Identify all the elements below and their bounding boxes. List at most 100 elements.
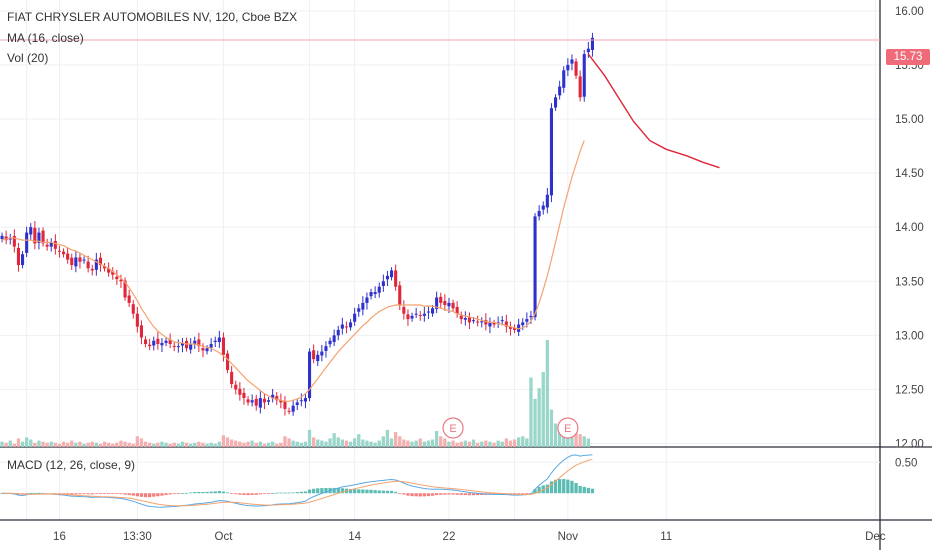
- earnings-label: E: [564, 423, 571, 435]
- candle-body: [107, 268, 111, 273]
- price-axis-label: 14.00: [895, 222, 924, 234]
- candle-body: [574, 61, 578, 76]
- macd-histogram-bar: [582, 486, 586, 494]
- macd-histogram-bar: [439, 493, 443, 495]
- candle-body: [316, 354, 320, 362]
- candle-body: [25, 232, 29, 253]
- volume-bar: [562, 430, 566, 447]
- macd-histogram-bar: [471, 493, 476, 496]
- candle-body: [414, 313, 418, 315]
- macd-histogram-bar: [197, 491, 201, 494]
- volume-bar: [29, 439, 33, 447]
- volume-bar: [221, 435, 226, 447]
- candle-body: [390, 270, 394, 278]
- candle-body: [340, 324, 344, 329]
- volume-bar: [488, 441, 492, 447]
- volume-bar: [111, 443, 115, 447]
- macd-histogram-bar: [590, 488, 595, 494]
- volume-bar: [467, 441, 472, 447]
- volume-bar: [0, 441, 4, 447]
- volume-bar: [271, 441, 275, 447]
- volume-bar: [365, 440, 369, 447]
- macd-histogram-bar: [365, 489, 369, 494]
- candle-body: [250, 400, 254, 403]
- volume-bar: [307, 429, 312, 447]
- macd-histogram-bar: [307, 489, 312, 494]
- macd-axis-label: 0.50: [895, 457, 917, 469]
- macd-histogram-bar: [459, 493, 463, 496]
- candle-body: [230, 371, 234, 385]
- candle-body: [426, 311, 430, 313]
- volume-bar: [66, 442, 70, 447]
- macd-histogram-bar: [394, 491, 398, 494]
- volume-bar: [234, 440, 238, 447]
- ma-legend[interactable]: MA (16, close): [7, 31, 84, 45]
- candle-body: [29, 227, 33, 235]
- macd-histogram-bar: [426, 493, 431, 497]
- volume-bar: [529, 377, 533, 447]
- macd-histogram-bar: [549, 481, 554, 494]
- macd-histogram-bar: [160, 493, 164, 496]
- time-axis-label: 22: [443, 531, 456, 543]
- candle-body: [480, 321, 484, 323]
- candle-body: [353, 313, 357, 322]
- candle-body: [541, 205, 545, 210]
- candle-body: [447, 302, 451, 307]
- volume-bar: [143, 441, 148, 447]
- candle-body: [90, 268, 94, 271]
- macd-histogram-bar: [447, 493, 451, 495]
- volume-bar: [238, 441, 242, 447]
- macd-histogram-bar: [299, 491, 303, 494]
- candle-body: [246, 399, 250, 403]
- volume-bar: [558, 427, 562, 447]
- candle-body: [267, 400, 271, 402]
- macd-histogram-bar: [25, 493, 29, 495]
- candle-body: [287, 410, 291, 412]
- macd-histogram-bar: [201, 491, 205, 494]
- candle-body: [394, 270, 398, 287]
- volume-bar: [82, 443, 86, 447]
- macd-histogram-bar: [332, 487, 336, 494]
- candle-body: [16, 247, 20, 266]
- macd-histogram-bar: [389, 490, 394, 494]
- volume-bar: [295, 441, 299, 447]
- macd-histogram-bar: [217, 491, 221, 494]
- macd-histogram-bar: [291, 492, 295, 494]
- volume-bar: [127, 442, 131, 447]
- volume-bar: [287, 438, 291, 447]
- volume-bar: [439, 436, 443, 447]
- price-axis-label: 14.50: [895, 168, 924, 180]
- macd-histogram-bar: [279, 492, 283, 494]
- candle-body: [213, 340, 217, 343]
- macd-legend[interactable]: MACD (12, 26, close, 9): [7, 458, 136, 472]
- volume-bar: [131, 443, 135, 447]
- candle-body: [258, 398, 262, 408]
- volume-bar: [435, 430, 439, 447]
- candle-body: [189, 343, 193, 350]
- candle-body: [439, 296, 443, 303]
- vol-legend[interactable]: Vol (20): [7, 51, 49, 65]
- price-axis-label: 16.00: [895, 6, 924, 18]
- candle-body: [435, 297, 439, 309]
- candle-body: [33, 227, 37, 244]
- candle-body: [234, 384, 238, 390]
- volume-bar: [582, 436, 586, 447]
- volume-bar: [184, 442, 189, 447]
- macd-histogram-bar: [385, 490, 390, 494]
- macd-histogram-bar: [283, 492, 287, 494]
- volume-bar: [570, 433, 574, 447]
- macd-histogram-bar: [369, 489, 373, 494]
- macd-histogram-bar: [402, 493, 406, 495]
- volume-bar: [8, 440, 12, 447]
- macd-histogram-bar: [143, 493, 148, 498]
- macd-histogram-bar: [455, 493, 459, 495]
- macd-histogram-bar: [139, 493, 144, 497]
- macd-histogram-bar: [234, 493, 238, 495]
- macd-histogram-bar: [558, 479, 562, 494]
- candle-body: [459, 315, 463, 320]
- candle-body: [357, 308, 361, 312]
- volume-bar: [197, 441, 201, 447]
- candle-body: [476, 321, 480, 323]
